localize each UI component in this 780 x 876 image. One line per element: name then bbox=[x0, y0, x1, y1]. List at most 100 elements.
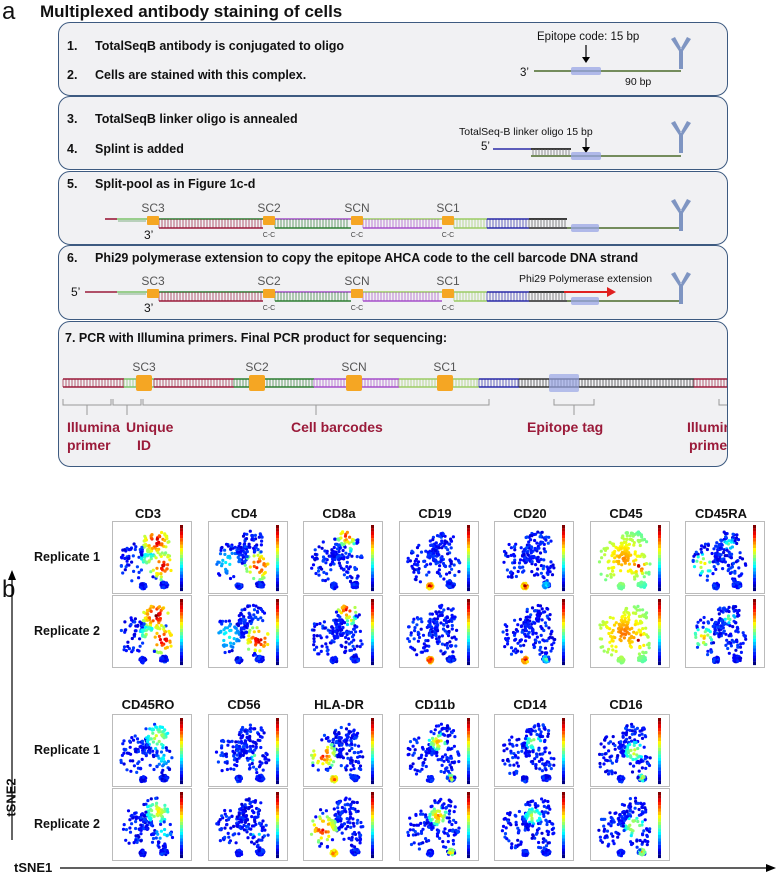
cell-point bbox=[538, 604, 543, 608]
cell-point bbox=[440, 634, 444, 638]
cell-point bbox=[527, 540, 531, 544]
cell-point bbox=[634, 619, 638, 623]
cell-point bbox=[229, 547, 233, 551]
cell-point bbox=[533, 538, 537, 543]
cell-point bbox=[240, 633, 245, 637]
colorbar-segment bbox=[276, 541, 279, 545]
cell-point bbox=[534, 631, 538, 635]
step-number: 4. bbox=[67, 142, 77, 156]
cell-point bbox=[239, 549, 243, 553]
cell-point bbox=[342, 568, 346, 572]
cell-point bbox=[160, 641, 164, 645]
cell-point bbox=[706, 543, 710, 547]
colorbar-segment bbox=[180, 608, 183, 613]
cell-point bbox=[548, 566, 552, 570]
cell-point bbox=[311, 563, 316, 567]
cell-point bbox=[525, 607, 529, 611]
tsne-plot-cd3-rep1 bbox=[112, 521, 192, 594]
cell-point bbox=[259, 569, 263, 573]
cell-point bbox=[245, 569, 249, 573]
step-box-6: 6. Phi29 polymerase extension to copy the… bbox=[58, 245, 728, 320]
cell-point bbox=[243, 545, 247, 549]
length-label: 90 bp bbox=[625, 76, 651, 88]
barcode-label: SCN bbox=[344, 201, 369, 215]
cell-point bbox=[127, 563, 131, 567]
cell-point bbox=[159, 813, 163, 817]
colorbar-segment bbox=[180, 825, 183, 829]
cell-point bbox=[157, 634, 161, 638]
cell-point bbox=[338, 564, 342, 568]
cell-point bbox=[503, 645, 507, 649]
cell-point bbox=[603, 622, 607, 626]
marker-title: CD56 bbox=[227, 697, 261, 712]
colorbar-segment bbox=[562, 544, 565, 549]
colorbar-segment bbox=[276, 544, 279, 549]
cell-point bbox=[736, 643, 740, 647]
cell-point bbox=[540, 650, 544, 654]
cell-point bbox=[163, 655, 167, 659]
cell-point bbox=[148, 727, 152, 731]
cell-point bbox=[165, 850, 169, 854]
tsne-plot-cd45ra-rep2 bbox=[685, 595, 765, 668]
cell-point bbox=[331, 582, 335, 586]
cell-point bbox=[119, 564, 123, 568]
cell-point bbox=[354, 614, 358, 618]
cell-point bbox=[609, 575, 613, 579]
cell-point bbox=[629, 645, 633, 649]
cell-point bbox=[416, 569, 420, 573]
colorbar-segment bbox=[180, 841, 183, 845]
barcode-label: SC3 bbox=[141, 274, 165, 288]
colorbar-segment bbox=[180, 770, 183, 775]
cell-point bbox=[539, 564, 543, 568]
cell-point bbox=[701, 641, 706, 645]
cell-point bbox=[532, 573, 537, 577]
cell-point bbox=[522, 569, 526, 573]
colorbar-segment bbox=[371, 599, 374, 603]
cell-point bbox=[218, 573, 222, 577]
colorbar-segment bbox=[180, 661, 183, 666]
ligation-label: C-C bbox=[351, 232, 363, 239]
cell-point bbox=[428, 623, 432, 627]
colorbar-segment bbox=[371, 558, 374, 562]
cell-point bbox=[446, 625, 450, 629]
cell-point bbox=[432, 554, 436, 558]
cell-point bbox=[450, 567, 454, 571]
cell-point bbox=[221, 558, 225, 562]
cell-point bbox=[149, 534, 153, 538]
cell-point bbox=[530, 606, 535, 610]
colorbar-segment bbox=[753, 658, 756, 662]
cell-point bbox=[733, 539, 737, 543]
cell-point bbox=[457, 570, 461, 574]
cell-point bbox=[131, 648, 135, 652]
barcode-block bbox=[437, 375, 453, 391]
cell-point bbox=[447, 542, 451, 546]
cell-point bbox=[235, 656, 240, 660]
cell-point bbox=[162, 820, 166, 824]
colorbar-segment bbox=[562, 534, 565, 539]
cell-point bbox=[624, 543, 629, 547]
colorbar-segment bbox=[467, 581, 470, 585]
cell-point bbox=[155, 742, 159, 746]
cell-point bbox=[522, 553, 526, 557]
colorbar-segment bbox=[467, 599, 470, 603]
cell-point bbox=[734, 605, 738, 609]
cell-point bbox=[434, 559, 438, 563]
cell-point bbox=[346, 637, 351, 641]
cell-point bbox=[739, 642, 743, 646]
cell-point bbox=[443, 542, 447, 546]
colorbar-segment bbox=[753, 628, 756, 633]
colorbar-segment bbox=[180, 602, 183, 606]
cell-point bbox=[544, 581, 548, 585]
cell-point bbox=[222, 632, 226, 636]
cell-point bbox=[263, 636, 267, 640]
replicate-label: Replicate 2 bbox=[34, 624, 101, 638]
cell-point bbox=[321, 540, 325, 544]
cell-point bbox=[526, 553, 530, 557]
colorbar-segment bbox=[753, 558, 756, 562]
colorbar-segment bbox=[276, 635, 279, 639]
cell-point bbox=[162, 627, 166, 631]
colorbar-segment bbox=[180, 645, 183, 649]
cell-point bbox=[616, 546, 620, 550]
colorbar-segment bbox=[276, 625, 279, 629]
colorbar-segment bbox=[371, 641, 374, 646]
